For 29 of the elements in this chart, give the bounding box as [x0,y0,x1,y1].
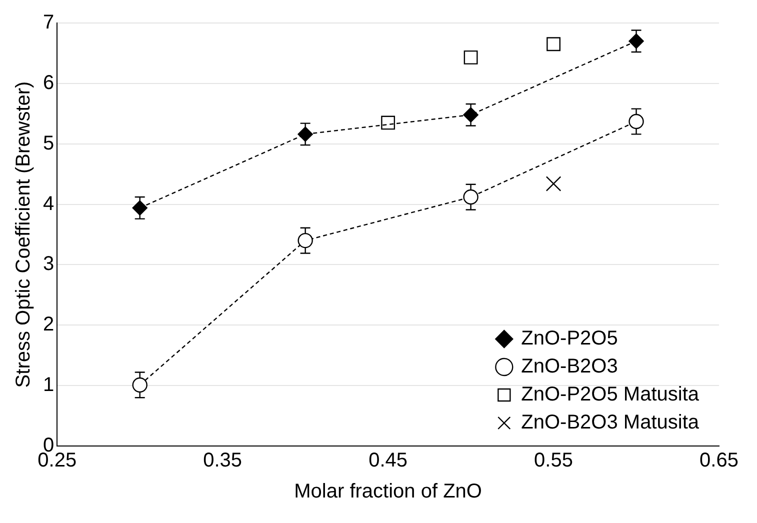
point [463,107,478,122]
y-tick-label: 2 [43,314,54,336]
y-tick-label: 6 [43,72,54,94]
point [132,377,148,393]
y-tick-label: 1 [43,374,54,396]
legend-label: ZnO-B2O3 Matusita [521,412,700,434]
x-tick-label: 0.55 [534,450,573,472]
point [298,126,313,142]
point [298,232,313,248]
y-tick-label: 5 [43,132,54,154]
x-tick-label: 0.35 [203,450,242,472]
point [628,114,644,130]
point [464,50,478,64]
point [132,200,148,216]
y-tick-label: 3 [43,253,54,276]
y-tick-label: 4 [43,192,54,215]
point [546,37,560,52]
y-axis-title: Stress Optic Coefficient (Brewster) [12,81,35,388]
legend-label: ZnO-B2O3 [521,356,618,378]
legend-label: ZnO-P2O5 [521,328,618,350]
point [628,34,644,49]
x-axis-title: Molar fraction of ZnO [294,480,482,503]
y-tick-label: 7 [43,12,54,34]
point [381,116,396,130]
x-tick-label: 0.45 [368,450,408,472]
point [546,176,562,192]
point [463,189,478,205]
x-tick-label: 0.65 [700,450,738,472]
legend-label: ZnO-P2O5 Matusita [521,384,700,406]
